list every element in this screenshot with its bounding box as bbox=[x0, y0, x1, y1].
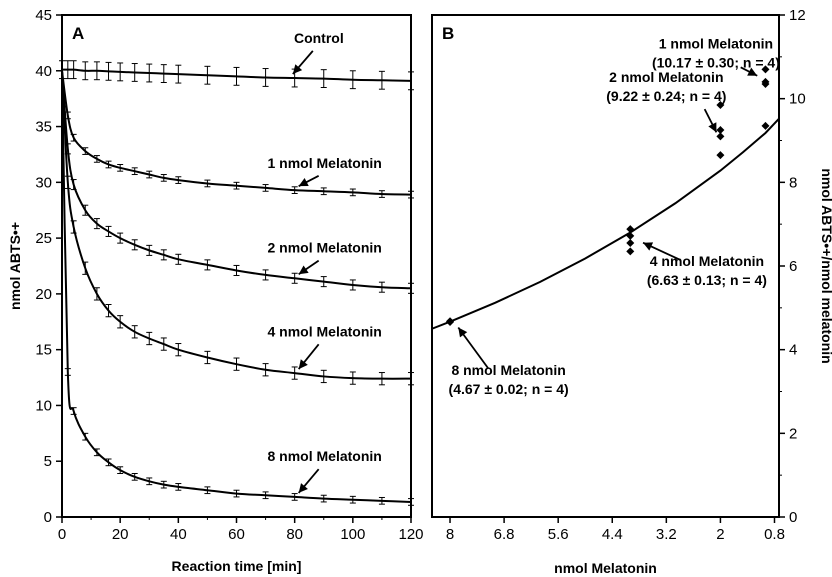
panel-a-annotation: 4 nmol Melatonin bbox=[267, 323, 381, 339]
panel-a-annotation: 8 nmol Melatonin bbox=[267, 448, 381, 464]
panel-b-data-point bbox=[626, 247, 635, 256]
panel-b-x-tick-label: 4.4 bbox=[602, 526, 623, 543]
panel-b-y-tick-label: 10 bbox=[789, 91, 806, 108]
panel-b-x-tick-label: 2 bbox=[716, 526, 724, 543]
panel-b-data-point bbox=[446, 317, 455, 326]
panel-a-annotation: 1 nmol Melatonin bbox=[267, 155, 381, 171]
panel-b-annotation-title: 4 nmol Melatonin bbox=[650, 253, 764, 269]
panel-b-x-tick-label: 6.8 bbox=[494, 526, 515, 543]
panel-b-y-tick-label: 12 bbox=[789, 7, 806, 24]
panel-a-y-tick-label: 25 bbox=[35, 230, 52, 247]
panel-a-annotation-arrow-head bbox=[298, 483, 308, 493]
panel-b-annotation-value: (6.63 ± 0.13; n = 4) bbox=[647, 272, 767, 288]
panel-a-x-axis-title: Reaction time [min] bbox=[172, 558, 302, 574]
panel-a-x-tick-label: 80 bbox=[286, 526, 303, 543]
panel-b-letter: B bbox=[442, 24, 454, 43]
panel-b-data-point bbox=[761, 77, 770, 86]
panel-b-annotation-arrow-head bbox=[747, 67, 758, 76]
panel-b-x-tick-label: 5.6 bbox=[548, 526, 569, 543]
panel-a: A 0 20 40 60 80 100 120 0 5 10 15 20 25 30 35 40 45 Cont… bbox=[7, 7, 424, 574]
panel-b: B 8 6.8 5.6 4.4 3.2 2 0.80 2 4 6 8 10 12 1 nmol Mela… bbox=[431, 7, 832, 576]
panel-a-annotation-arrow-head bbox=[298, 265, 309, 275]
panel-a-x-tick-label: 60 bbox=[228, 526, 245, 543]
panel-a-y-tick-label: 45 bbox=[35, 7, 52, 24]
panel-b-data-point bbox=[716, 151, 725, 160]
panel-b-data-point bbox=[626, 238, 635, 247]
panel-a-y-tick-label: 5 bbox=[44, 453, 52, 470]
panel-b-data-point bbox=[716, 100, 725, 109]
panel-b-annotation-arrow-head bbox=[458, 327, 468, 338]
panel-b-data-point bbox=[626, 231, 635, 240]
panel-a-x-tick-label: 40 bbox=[170, 526, 187, 543]
panel-a-x-tick-label: 0 bbox=[58, 526, 66, 543]
panel-b-x-tick-label: 3.2 bbox=[656, 526, 677, 543]
panel-b-x-tick-label: 0.8 bbox=[764, 526, 785, 543]
panel-b-annotation-arrow-head bbox=[708, 122, 717, 133]
panel-b-x-tick-label: 8 bbox=[446, 526, 454, 543]
panel-b-data-point bbox=[716, 126, 725, 135]
panel-a-y-tick-label: 15 bbox=[35, 342, 52, 359]
panel-a-letter: A bbox=[72, 24, 84, 43]
panel-b-y-tick-label: 6 bbox=[789, 258, 797, 275]
panel-b-y-tick-label: 4 bbox=[789, 342, 797, 359]
panel-b-y-tick-label: 0 bbox=[789, 509, 797, 526]
panel-a-series-line bbox=[61, 70, 412, 290]
panel-a-annotation: Control bbox=[294, 30, 344, 46]
panel-a-y-tick-label: 0 bbox=[44, 509, 52, 526]
panel-b-annotation-value: (9.22 ± 0.24; n = 4) bbox=[606, 88, 726, 104]
panel-a-annotation-arrow-head bbox=[292, 64, 303, 75]
panel-b-annotation-value: (10.17 ± 0.30; n = 4) bbox=[652, 54, 780, 70]
panel-a-x-tick-label: 20 bbox=[112, 526, 129, 543]
panel-a-series-line bbox=[61, 70, 412, 196]
panel-b-annotation-title: 8 nmol Melatonin bbox=[451, 362, 565, 378]
panel-b-annotation-arrow-head bbox=[643, 242, 654, 251]
panel-b-y-axis-title: nmol ABTS•+/nmol melatonin bbox=[819, 168, 832, 363]
panel-b-annotation-title: 2 nmol Melatonin bbox=[609, 69, 723, 85]
panel-b-data-point bbox=[716, 132, 725, 141]
panel-b-y-tick-label: 8 bbox=[789, 174, 797, 191]
panel-a-y-tick-label: 20 bbox=[35, 286, 52, 303]
panel-b-fit-curve bbox=[431, 118, 780, 330]
panel-a-y-tick-label: 40 bbox=[35, 63, 52, 80]
panel-b-data-point bbox=[626, 225, 635, 234]
panel-a-annotation: 2 nmol Melatonin bbox=[267, 240, 381, 256]
panel-a-annotation-arrow-head bbox=[298, 178, 309, 187]
panel-b-annotation-value: (4.67 ± 0.02; n = 4) bbox=[449, 381, 569, 397]
panel-b-data-point bbox=[761, 65, 770, 74]
panel-b-x-axis-title: nmol Melatonin bbox=[554, 560, 657, 576]
panel-b-y-tick-label: 2 bbox=[789, 425, 797, 442]
panel-a-y-axis-title: nmol ABTS•+ bbox=[7, 222, 23, 310]
panel-b-annotation-title: 1 nmol Melatonin bbox=[659, 35, 773, 51]
panel-a-y-tick-label: 10 bbox=[35, 397, 52, 414]
panel-a-y-tick-label: 35 bbox=[35, 119, 52, 136]
panel-a-x-tick-label: 120 bbox=[398, 526, 423, 543]
panel-a-annotation-arrow-head bbox=[298, 359, 308, 370]
panel-b-data-point bbox=[761, 121, 770, 130]
panel-a-x-tick-label: 100 bbox=[340, 526, 365, 543]
panel-a-y-tick-label: 30 bbox=[35, 174, 52, 191]
